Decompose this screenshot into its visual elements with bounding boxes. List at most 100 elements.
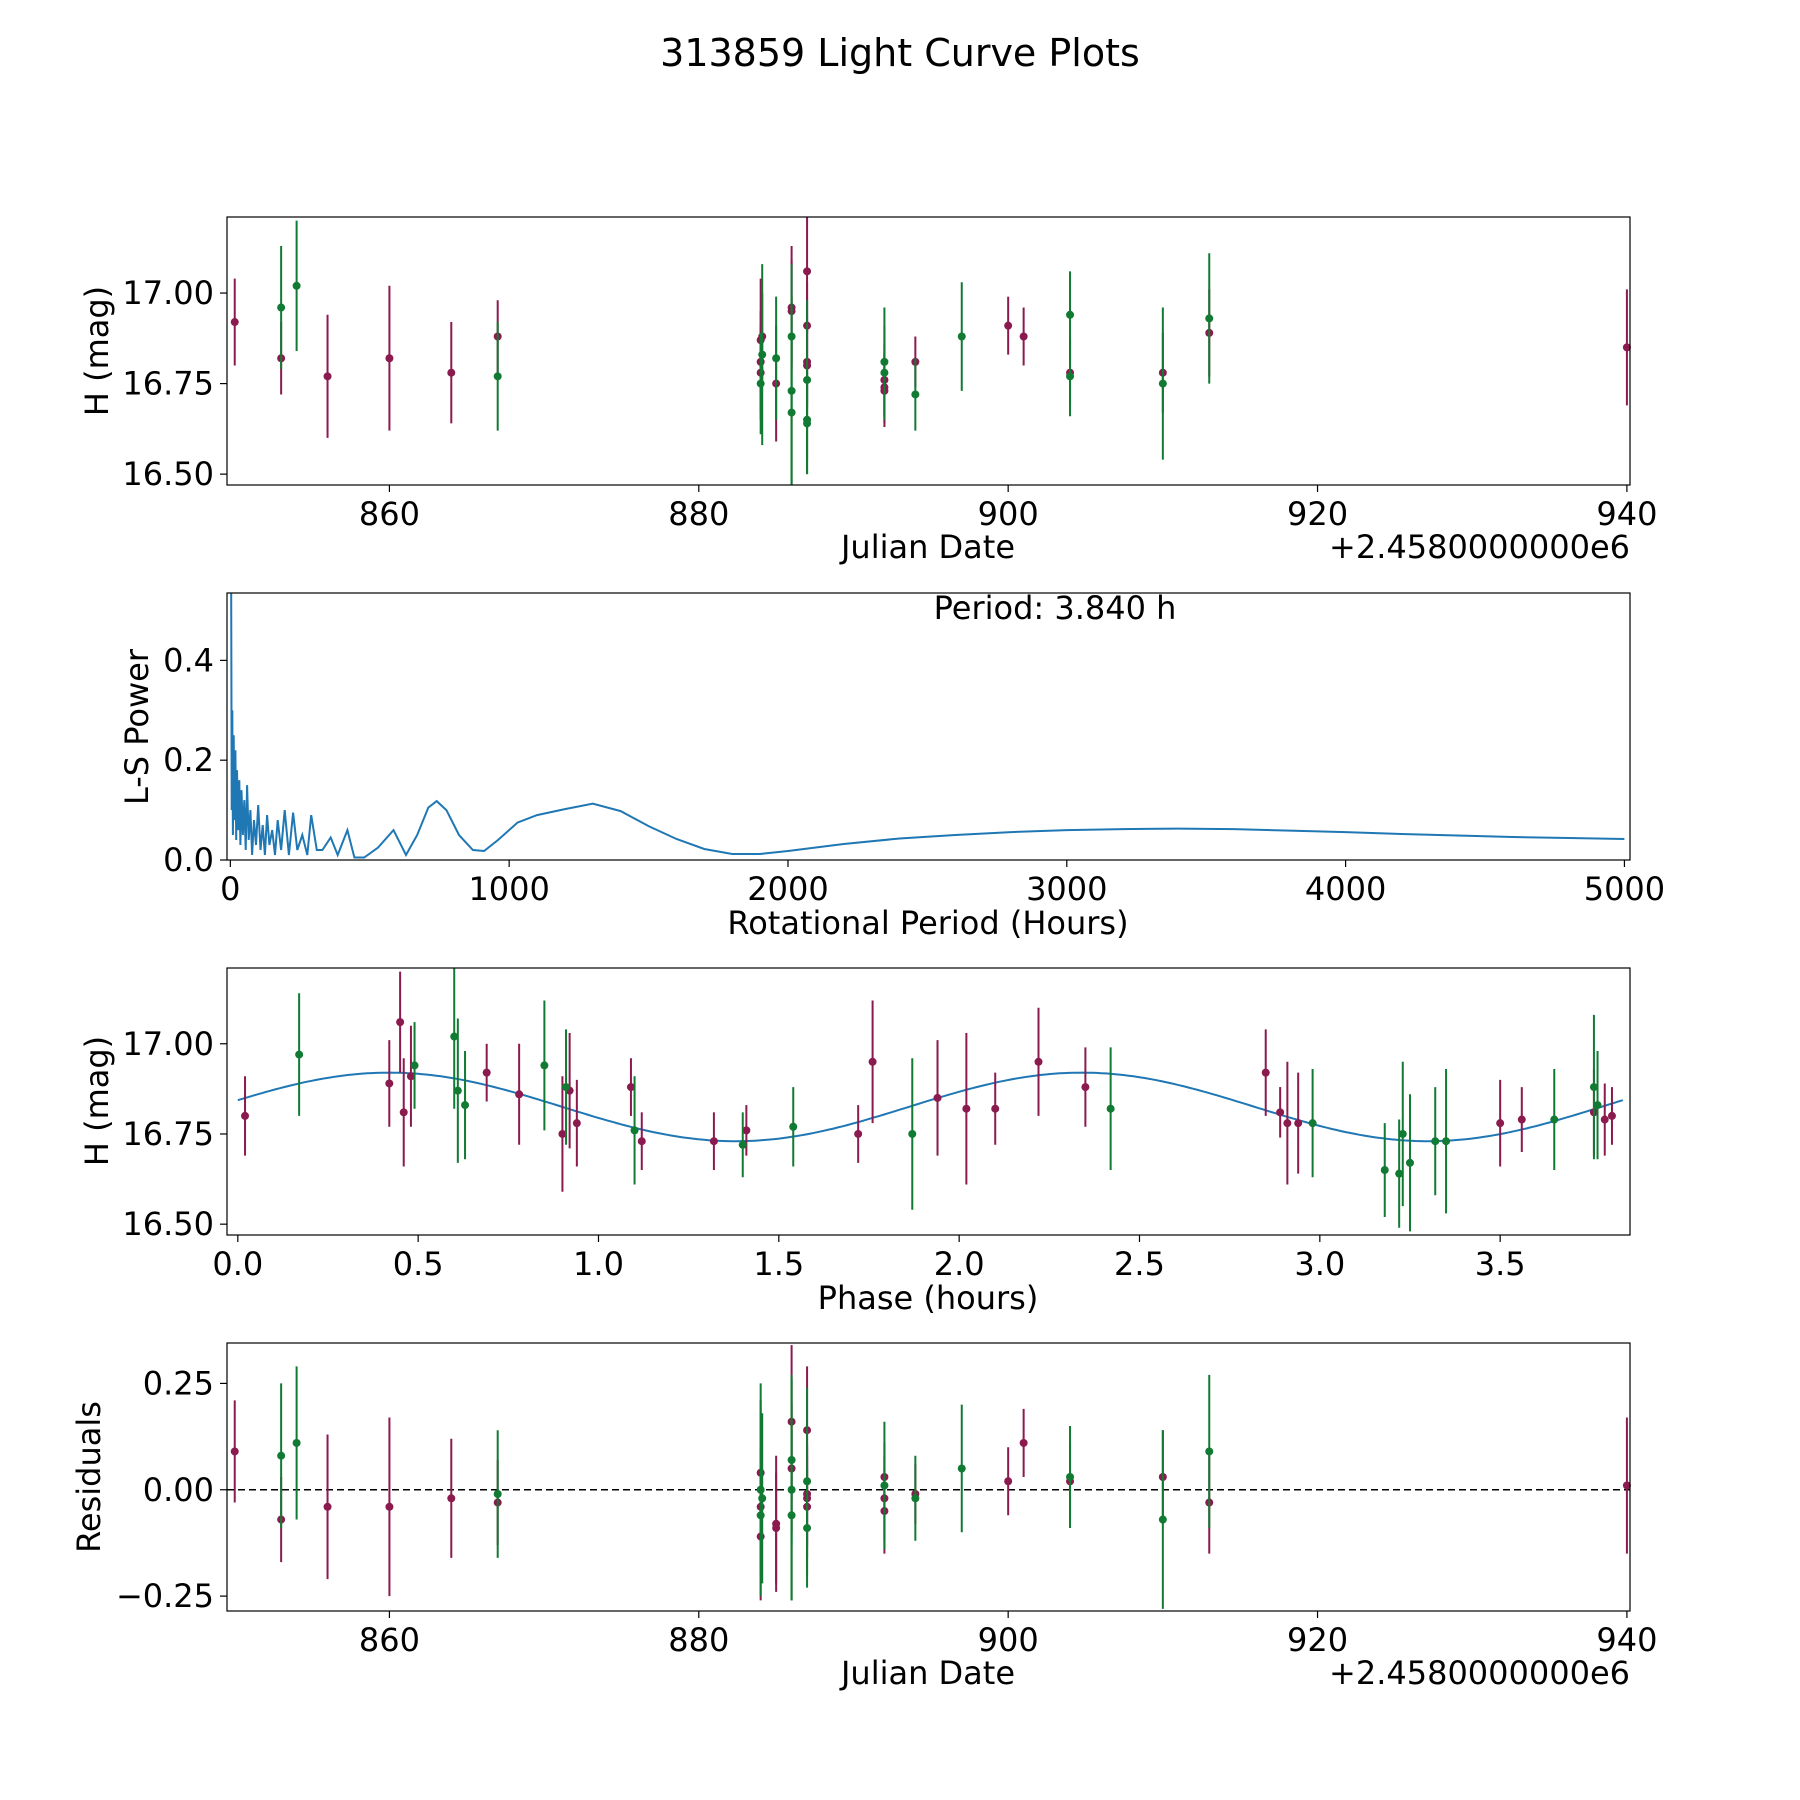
phased-fit-curve bbox=[237, 1071, 1624, 1143]
phased-marker bbox=[1607, 1111, 1616, 1120]
phased-marker bbox=[742, 1126, 751, 1135]
periodogram-xtick-label: 1000 bbox=[468, 870, 549, 908]
lightcurve-xtick-label: 860 bbox=[359, 495, 420, 533]
lightcurve-ticks: 860 880 900 920 940 16.50 16.75 17.00 bbox=[122, 274, 1657, 533]
residuals-offset-text: +2.4580000000e6 bbox=[1329, 1654, 1630, 1692]
phased-ytick-label: 16.50 bbox=[122, 1205, 214, 1243]
phased-point-red bbox=[572, 1079, 581, 1167]
phased-point-green bbox=[1380, 1123, 1389, 1217]
phased-marker bbox=[1550, 1115, 1559, 1124]
lightcurve-point-green bbox=[1158, 307, 1167, 460]
lightcurve-marker bbox=[880, 368, 889, 377]
phased-point-green bbox=[1550, 1069, 1559, 1171]
periodogram-annotation: Period: 3.840 h bbox=[934, 589, 1177, 627]
periodogram-ytick-label: 0.2 bbox=[163, 741, 214, 779]
residuals-point-red bbox=[1004, 1447, 1013, 1516]
phased-marker bbox=[1308, 1119, 1317, 1128]
lightcurve-marker bbox=[292, 281, 301, 290]
phased-marker bbox=[962, 1104, 971, 1113]
phased-point-green bbox=[453, 1018, 462, 1163]
phased-marker bbox=[854, 1129, 863, 1138]
phased-marker bbox=[515, 1090, 524, 1099]
residuals-marker bbox=[1622, 1481, 1631, 1490]
phased-marker bbox=[461, 1101, 470, 1110]
residuals-point-red bbox=[385, 1417, 394, 1597]
residuals-point-red bbox=[1019, 1408, 1028, 1477]
lightcurve-marker bbox=[323, 372, 332, 381]
residuals-xtick-label: 880 bbox=[668, 1621, 729, 1659]
residuals-panel: 860 880 900 920 940 −0.25 0.00 0.25 Julian Date… bbox=[70, 1342, 1657, 1692]
residuals-marker bbox=[803, 1524, 812, 1533]
phased-marker bbox=[1276, 1108, 1285, 1117]
phased-marker bbox=[482, 1068, 491, 1077]
phased-marker bbox=[1081, 1083, 1090, 1092]
phased-point-red bbox=[385, 1040, 394, 1127]
lightcurve-marker bbox=[1004, 321, 1013, 330]
lightcurve-marker bbox=[1205, 314, 1214, 323]
lightcurve-marker bbox=[803, 419, 812, 428]
phased-marker bbox=[789, 1122, 798, 1131]
lightcurve-point-green bbox=[787, 340, 796, 485]
lightcurve-marker bbox=[277, 303, 286, 312]
lightcurve-point-red bbox=[1019, 307, 1028, 366]
phased-point-red bbox=[854, 1105, 863, 1163]
residuals-marker bbox=[493, 1490, 502, 1499]
residuals-ytick-label: 0.00 bbox=[143, 1471, 214, 1509]
phased-marker bbox=[868, 1057, 877, 1066]
periodogram-ytick-label: 0.4 bbox=[163, 641, 214, 679]
phased-marker bbox=[241, 1111, 250, 1120]
phased-marker bbox=[399, 1108, 408, 1117]
residuals-marker bbox=[385, 1502, 394, 1511]
residuals-marker bbox=[880, 1481, 889, 1490]
residuals-point-green bbox=[756, 1455, 765, 1575]
phased-point-red bbox=[868, 1000, 877, 1124]
residuals-marker bbox=[447, 1494, 456, 1503]
lightcurve-ytick-label: 16.75 bbox=[122, 365, 214, 403]
phased-point-green bbox=[1593, 1050, 1602, 1160]
residuals-points bbox=[230, 1345, 1631, 1609]
residuals-point-green bbox=[911, 1455, 920, 1541]
phased-marker bbox=[630, 1126, 639, 1135]
phased-point-red bbox=[515, 1043, 524, 1145]
phased-xtick-label: 2.0 bbox=[934, 1245, 985, 1283]
residuals-point-green bbox=[957, 1404, 966, 1533]
lightcurve-offset-text: +2.4580000000e6 bbox=[1329, 528, 1630, 566]
residuals-marker bbox=[911, 1494, 920, 1503]
residuals-marker bbox=[1066, 1473, 1075, 1481]
phased-point-red bbox=[558, 1076, 567, 1192]
phased-marker bbox=[385, 1079, 394, 1088]
periodogram-xlabel: Rotational Period (Hours) bbox=[727, 904, 1128, 942]
lightcurve-marker bbox=[1066, 372, 1075, 381]
phased-marker bbox=[572, 1119, 581, 1128]
residuals-point-green bbox=[493, 1430, 502, 1558]
phased-marker bbox=[908, 1129, 917, 1138]
phased-points bbox=[241, 968, 1616, 1232]
phased-ylabel: H (mag) bbox=[78, 1036, 116, 1166]
periodogram-frame bbox=[226, 592, 1631, 861]
residuals-marker bbox=[758, 1494, 767, 1503]
lightcurve-marker bbox=[230, 318, 239, 327]
phased-point-red bbox=[406, 1025, 415, 1127]
residuals-marker bbox=[323, 1502, 332, 1511]
phased-xtick-label: 3.0 bbox=[1294, 1245, 1345, 1283]
lightcurve-xtick-label: 940 bbox=[1596, 495, 1657, 533]
phased-point-red bbox=[399, 1058, 408, 1167]
phased-panel: 0.0 0.5 1.0 1.5 2.0 2.5 3.0 3.516.5016.7517.00 … bbox=[78, 967, 1631, 1317]
phased-point-green bbox=[1589, 1014, 1598, 1160]
phased-point-red bbox=[1600, 1083, 1609, 1156]
residuals-marker bbox=[1158, 1515, 1167, 1524]
phased-point-red bbox=[1261, 1029, 1270, 1116]
residuals-point-red bbox=[1622, 1417, 1631, 1554]
residuals-point-green bbox=[1066, 1425, 1075, 1529]
residuals-point-green bbox=[292, 1366, 301, 1520]
lightcurve-point-green bbox=[911, 358, 920, 431]
phased-point-green bbox=[1431, 1087, 1440, 1196]
lightcurve-xtick-label: 900 bbox=[978, 495, 1039, 533]
phased-point-green bbox=[540, 1000, 549, 1131]
lightcurve-marker bbox=[756, 379, 765, 388]
phased-point-red bbox=[1607, 1087, 1616, 1145]
lightcurve-marker bbox=[1066, 310, 1075, 319]
lightcurve-point-green bbox=[1205, 253, 1214, 384]
lightcurve-point-red bbox=[1622, 289, 1631, 406]
